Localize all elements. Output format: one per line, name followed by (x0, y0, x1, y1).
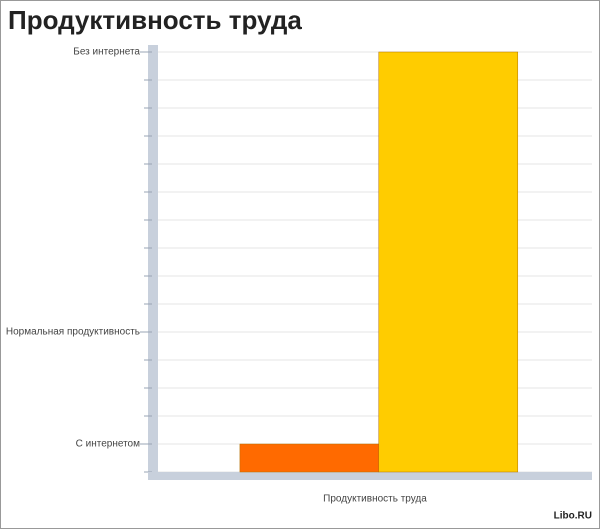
watermark: Libo.RU (554, 511, 592, 522)
chart-title: Продуктивность труда (8, 5, 302, 35)
y-axis (148, 45, 158, 480)
bar (378, 51, 519, 473)
y-tick-label: С интернетом (76, 439, 140, 450)
x-axis (148, 472, 592, 480)
y-tick-label: Нормальная продуктивность (6, 327, 140, 338)
y-tick-label: Без интернета (73, 47, 140, 58)
bar (239, 443, 380, 473)
x-axis-label: Продуктивность труда (323, 494, 427, 505)
